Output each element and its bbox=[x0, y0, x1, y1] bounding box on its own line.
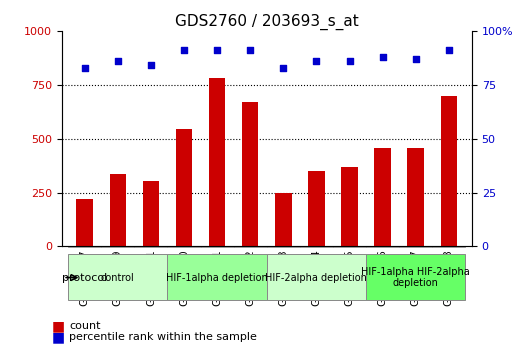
Text: HIF-2alpha depletion: HIF-2alpha depletion bbox=[265, 273, 367, 283]
Point bbox=[147, 63, 155, 68]
Bar bbox=[441, 96, 457, 246]
Bar bbox=[308, 171, 325, 246]
Bar bbox=[110, 174, 126, 246]
Point bbox=[411, 56, 420, 62]
Point bbox=[279, 65, 287, 70]
Title: GDS2760 / 203693_s_at: GDS2760 / 203693_s_at bbox=[175, 13, 359, 30]
Point bbox=[312, 58, 321, 64]
Bar bbox=[143, 181, 159, 246]
Point bbox=[379, 54, 387, 60]
Text: control: control bbox=[101, 273, 135, 283]
Point bbox=[246, 48, 254, 53]
Point bbox=[213, 48, 221, 53]
FancyBboxPatch shape bbox=[68, 254, 167, 300]
Text: ■: ■ bbox=[51, 319, 65, 333]
Text: protocol: protocol bbox=[62, 273, 107, 283]
Bar bbox=[76, 199, 93, 246]
Point bbox=[81, 65, 89, 70]
Point bbox=[114, 58, 122, 64]
FancyBboxPatch shape bbox=[366, 254, 465, 300]
Point bbox=[180, 48, 188, 53]
Text: count: count bbox=[69, 321, 101, 331]
Bar bbox=[275, 193, 291, 246]
Bar bbox=[176, 129, 192, 246]
Text: ■: ■ bbox=[51, 331, 65, 344]
Point bbox=[445, 48, 453, 53]
Bar bbox=[407, 148, 424, 246]
FancyBboxPatch shape bbox=[267, 254, 366, 300]
Text: HIF-1alpha depletion: HIF-1alpha depletion bbox=[166, 273, 268, 283]
Bar bbox=[374, 148, 391, 246]
Bar bbox=[242, 102, 259, 246]
Bar bbox=[209, 78, 225, 246]
Text: percentile rank within the sample: percentile rank within the sample bbox=[69, 333, 257, 342]
FancyBboxPatch shape bbox=[167, 254, 267, 300]
Bar bbox=[341, 167, 358, 246]
Point bbox=[345, 58, 353, 64]
Text: HIF-1alpha HIF-2alpha
depletion: HIF-1alpha HIF-2alpha depletion bbox=[361, 267, 470, 288]
